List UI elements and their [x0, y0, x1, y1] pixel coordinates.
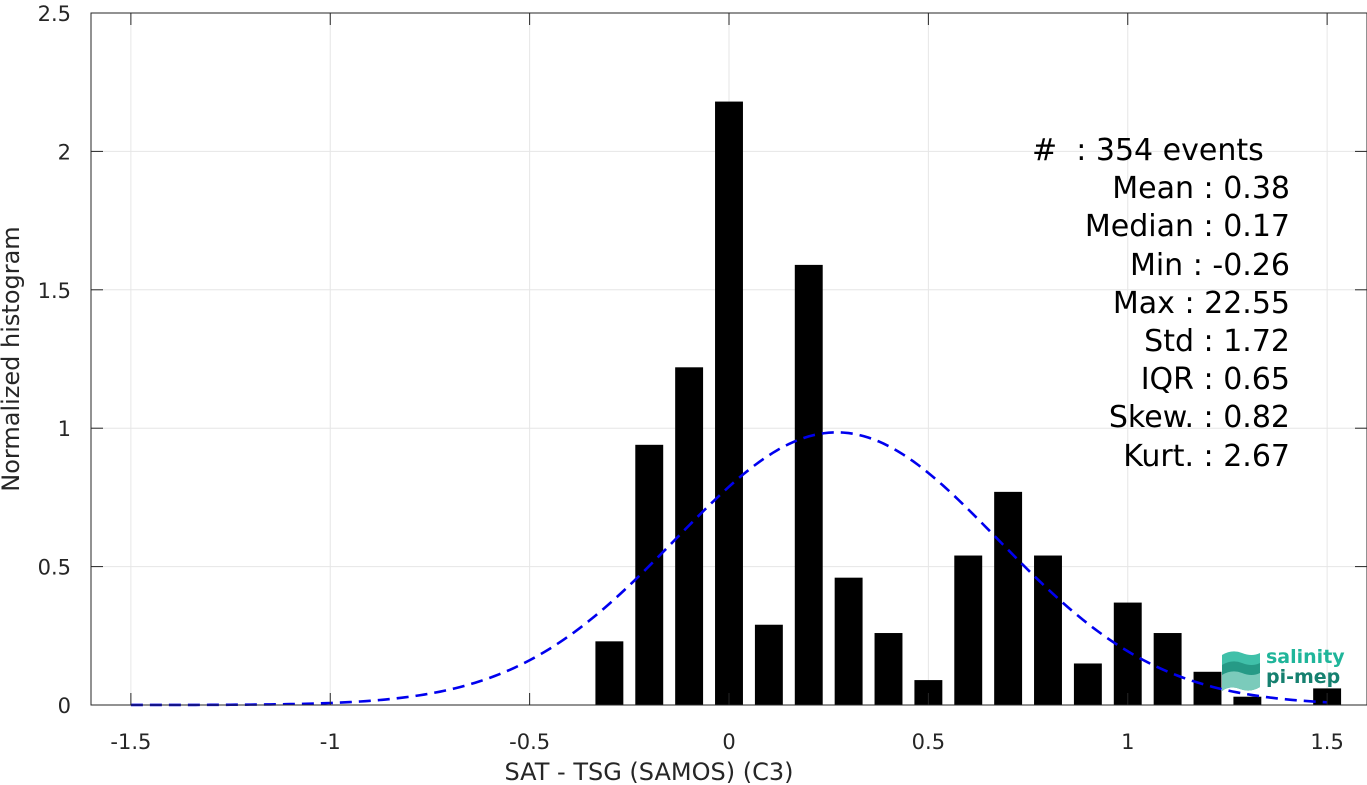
x-tick-label: 0.5	[912, 730, 945, 754]
x-tick-label: 0	[722, 730, 735, 754]
y-tick-label: 2.5	[38, 2, 71, 26]
stat-skew: Skew. : 0.82	[1108, 400, 1290, 436]
histogram-bar	[595, 641, 624, 705]
wave-logo-icon	[1222, 651, 1260, 691]
y-tick-label: 1	[58, 417, 71, 441]
x-axis-label: SAT - TSG (SAMOS) (C3)	[505, 758, 794, 785]
logo-line-2: pi-mep	[1266, 666, 1341, 688]
x-tick-label: -1	[320, 730, 341, 754]
histogram-bar	[754, 624, 783, 705]
x-tick-label: 1	[1121, 730, 1134, 754]
stat-kurt: Kurt. : 2.67	[1123, 438, 1290, 474]
histogram-bar	[794, 264, 823, 705]
histogram-bar	[635, 444, 664, 705]
histogram-bar	[1233, 696, 1262, 705]
logo-text: salinity pi-mep	[1266, 647, 1345, 687]
stat-mean: Mean : 0.38	[1112, 171, 1290, 207]
stat-median: Median : 0.17	[1084, 209, 1290, 245]
y-tick-label: 1.5	[38, 279, 71, 303]
y-tick-label: 0.5	[38, 556, 71, 580]
histogram-bar	[994, 491, 1023, 705]
y-tick-label: 0	[58, 694, 71, 718]
histogram-bar	[1073, 663, 1102, 705]
salinity-pi-mep-logo: salinity pi-mep	[1218, 645, 1348, 695]
x-tick-label: -0.5	[509, 730, 550, 754]
bars	[595, 101, 1342, 706]
y-axis-label: Normalized histogram	[0, 226, 25, 491]
ticks: -1.5 -1 -0.5 0 0.5 1 1.5 0 0.5 1 1.5 2 2.5	[38, 2, 1367, 754]
stat-std: Std : 1.72	[1144, 323, 1290, 359]
histogram-bar	[1153, 633, 1182, 705]
histogram-bar	[874, 633, 903, 705]
x-tick-label: 1.5	[1310, 730, 1343, 754]
histogram-bar	[954, 555, 983, 705]
histogram-bar	[1034, 555, 1062, 705]
histogram-bar	[1113, 602, 1142, 705]
x-tick-label: -1.5	[110, 730, 151, 754]
stats-box: # : 354 events Mean : 0.38 Median : 0.17…	[1010, 132, 1290, 476]
stat-count: # : 354 events	[1032, 133, 1264, 168]
logo-line-1: salinity	[1266, 646, 1345, 668]
stat-iqr: IQR : 0.65	[1140, 362, 1290, 398]
histogram-bar	[715, 101, 743, 706]
stat-min: Min : -0.26	[1129, 247, 1290, 283]
y-tick-label: 2	[58, 140, 71, 164]
stat-max: Max : 22.55	[1112, 285, 1290, 321]
histogram-bar	[834, 577, 863, 705]
